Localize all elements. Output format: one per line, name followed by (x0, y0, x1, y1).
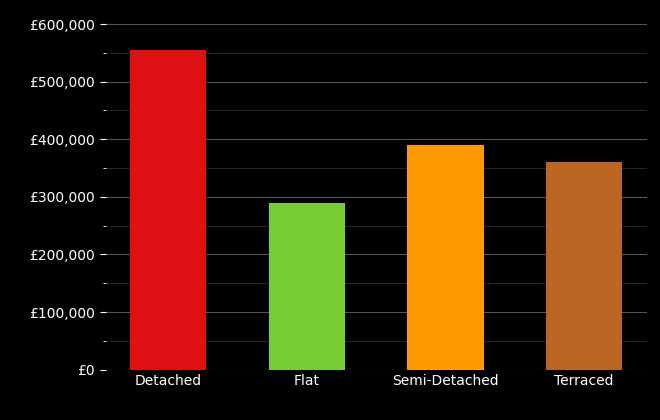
Bar (546, 162, 622, 370)
Bar (269, 202, 345, 370)
Bar (130, 50, 207, 370)
Bar (407, 145, 484, 370)
